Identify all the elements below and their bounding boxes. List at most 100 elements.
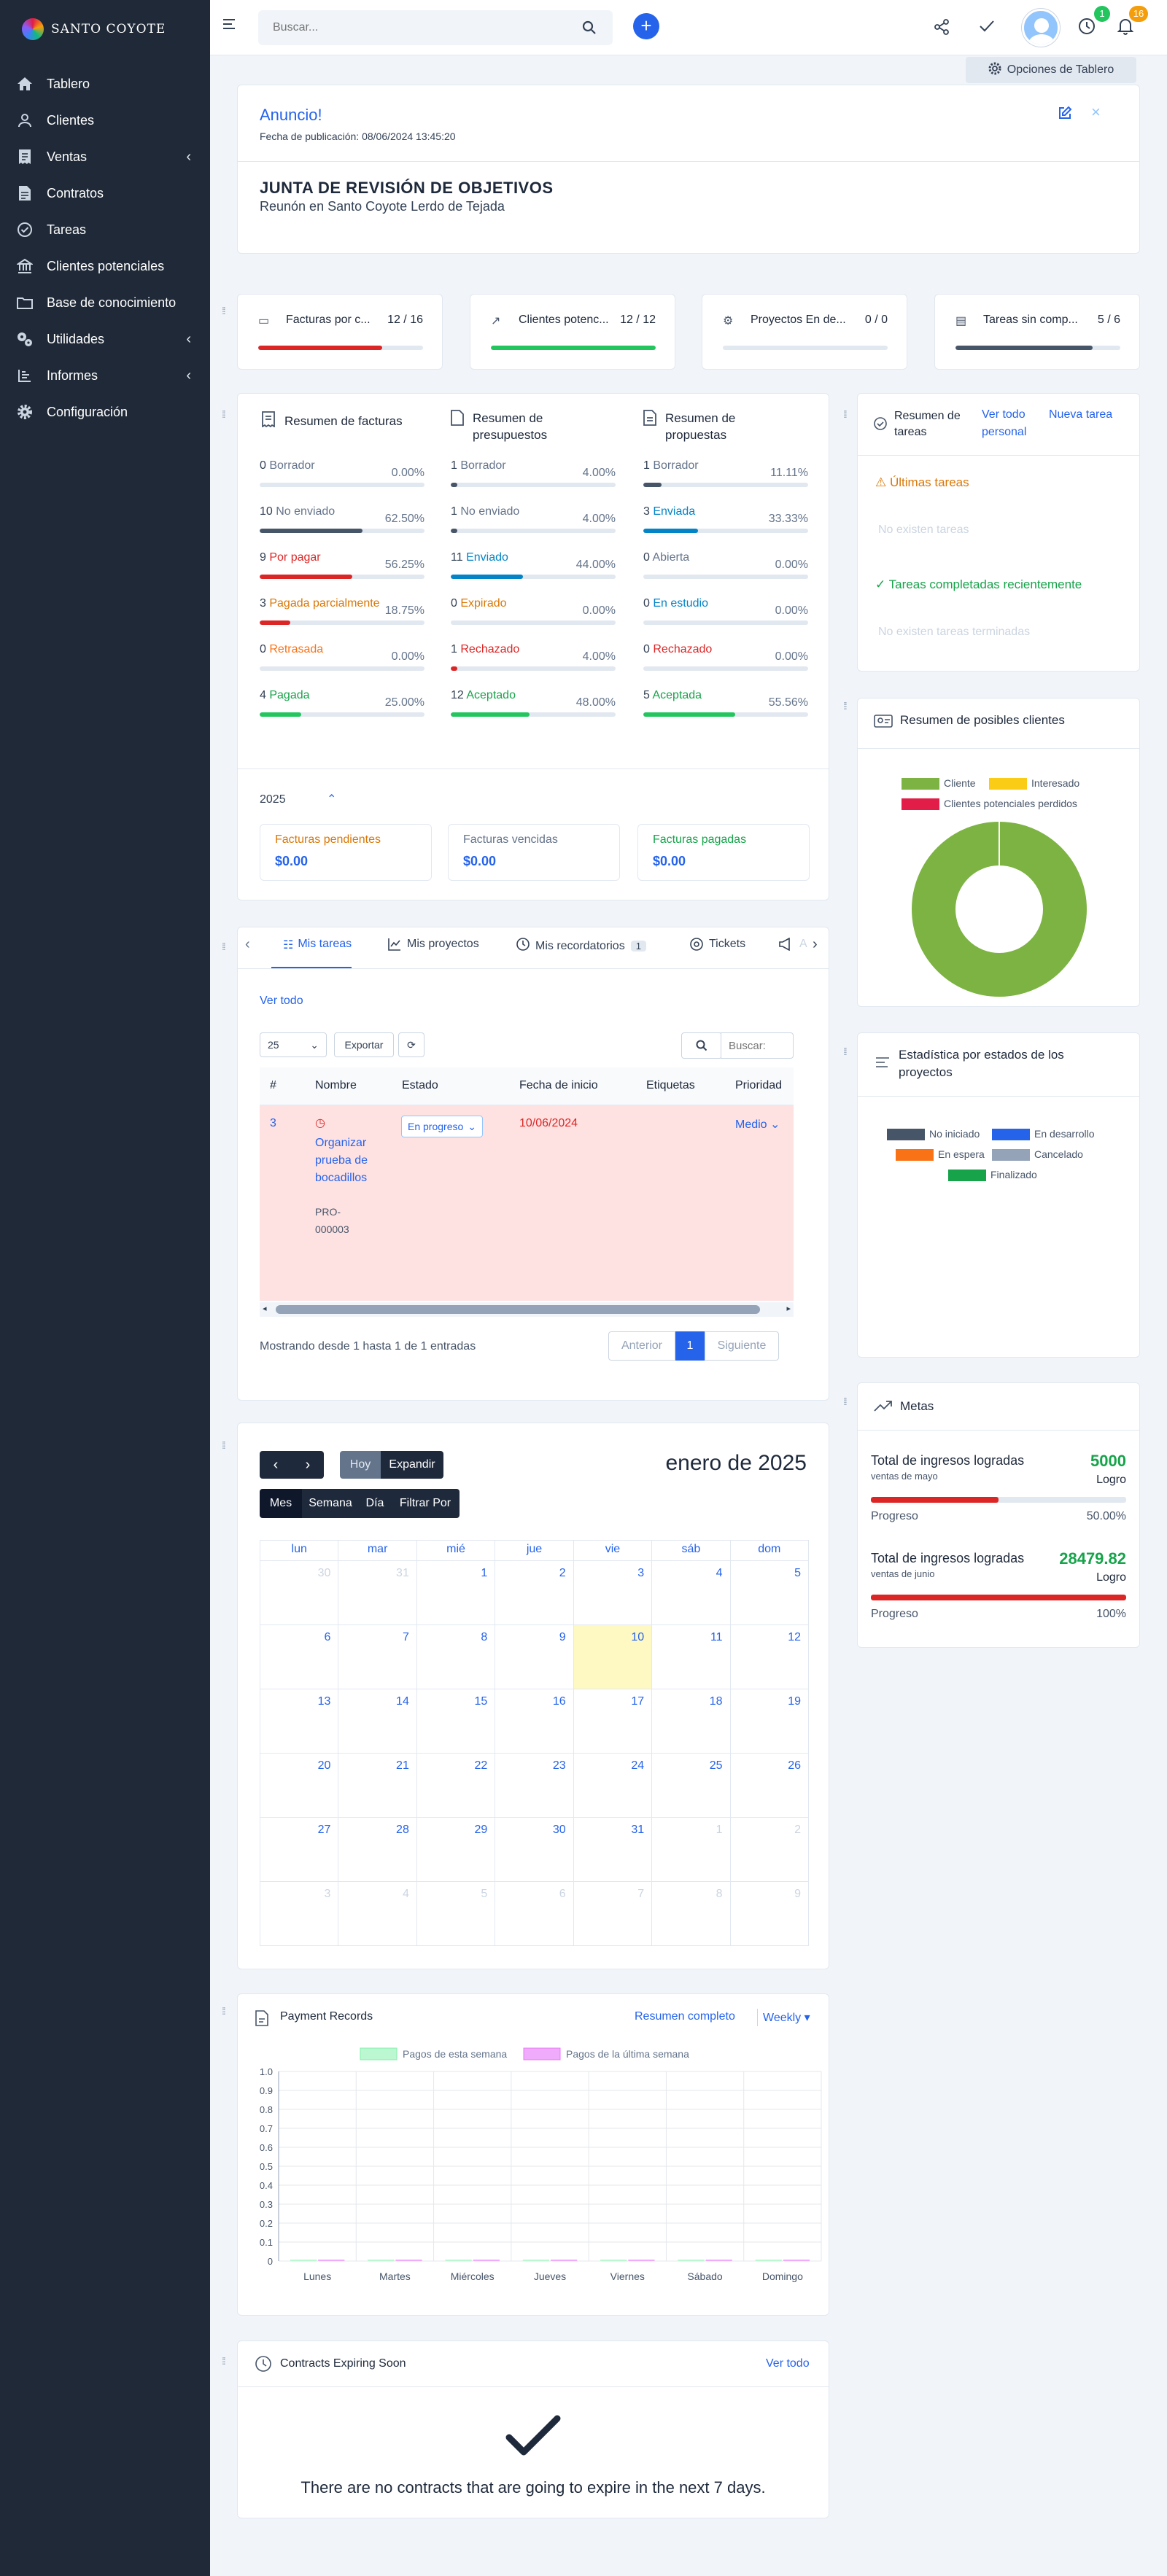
table-search-input[interactable]	[721, 1032, 794, 1059]
view-all-link[interactable]: Ver todo	[982, 408, 1026, 421]
legend-label[interactable]: Pagos de esta semana	[403, 2048, 507, 2060]
tab-my-reminders[interactable]: Mis recordatorios 1	[516, 938, 646, 954]
summary-row-estimates[interactable]: 12 Aceptado 48.00%	[451, 689, 616, 717]
close-icon[interactable]: ×	[1091, 103, 1101, 121]
summary-row-estimates[interactable]: 1 Rechazado 4.00%	[451, 643, 616, 671]
calendar-day[interactable]: 14	[338, 1689, 417, 1754]
task-status-dropdown[interactable]: En progreso ⌄	[401, 1116, 484, 1137]
summary-row-estimates[interactable]: 11 Enviado 44.00%	[451, 551, 616, 579]
calendar-view-month[interactable]: Mes	[260, 1489, 302, 1518]
drag-handle-icon[interactable]: ⁞⁞	[843, 1046, 848, 1057]
calendar-day[interactable]: 18	[651, 1689, 731, 1754]
calendar-prev-button[interactable]: ‹	[260, 1451, 292, 1479]
personal-link[interactable]: personal	[982, 426, 1027, 438]
tabs-scroll-left-icon[interactable]: ‹	[245, 936, 250, 952]
task-priority-dropdown[interactable]: Medio ⌄	[735, 1118, 780, 1131]
search-icon[interactable]	[681, 1032, 722, 1059]
calendar-day[interactable]: 11	[651, 1624, 731, 1689]
avatar[interactable]	[1022, 9, 1060, 47]
dashboard-options-button[interactable]: Opciones de Tablero	[966, 57, 1136, 83]
summary-row-proposals[interactable]: 1 Borrador 11.11%	[643, 459, 808, 487]
calendar-day[interactable]: 20	[260, 1753, 339, 1818]
sidebar-item-clientes[interactable]: Clientes	[0, 102, 210, 139]
summary-row-proposals[interactable]: 3 Enviada 33.33%	[643, 505, 808, 533]
tabs-scroll-right-icon[interactable]: ›	[813, 936, 818, 952]
pagination-prev[interactable]: Anterior	[608, 1331, 675, 1361]
leads-legend-item[interactable]: Interesado	[989, 777, 1079, 790]
calendar-day[interactable]: 13	[260, 1689, 339, 1754]
chevron-up-icon[interactable]: ⌃	[327, 793, 337, 806]
summary-row-proposals[interactable]: 0 Rechazado 0.00%	[643, 643, 808, 671]
refresh-button[interactable]: ⟳	[398, 1032, 424, 1057]
calendar-filter-button[interactable]: Filtrar Por	[391, 1489, 460, 1518]
calendar-expand-button[interactable]: Expandir	[381, 1451, 443, 1479]
summary-row-invoices[interactable]: 0 Borrador 0.00%	[260, 459, 424, 487]
calendar-day[interactable]: 9	[729, 1881, 809, 1946]
summary-row-invoices[interactable]: 0 Retrasada 0.00%	[260, 643, 424, 671]
calendar-day[interactable]: 6	[495, 1881, 574, 1946]
stat-card[interactable]: ⚙ Proyectos En de... 0 / 0	[702, 294, 907, 370]
calendar-day[interactable]: 30	[260, 1560, 339, 1625]
legend-swatch[interactable]	[523, 2047, 561, 2061]
project-legend-item[interactable]: En desarrollo	[992, 1128, 1095, 1141]
total-box[interactable]: Facturas pendientes $0.00	[260, 824, 432, 881]
scrollbar-thumb[interactable]	[276, 1305, 760, 1314]
total-box[interactable]: Facturas pagadas $0.00	[637, 824, 810, 881]
calendar-day[interactable]: 10	[573, 1624, 653, 1689]
scroll-left-icon[interactable]: ◂	[263, 1304, 267, 1313]
column-header[interactable]: Etiquetas	[646, 1079, 695, 1092]
bar-last-week[interactable]	[783, 2260, 810, 2261]
bar-this-week[interactable]	[290, 2260, 317, 2261]
drag-handle-icon[interactable]: ⁞⁞	[222, 2355, 226, 2367]
bar-last-week[interactable]	[628, 2260, 655, 2261]
leads-legend-item[interactable]: Cliente	[902, 777, 976, 790]
summary-row-invoices[interactable]: 10 No enviado 62.50%	[260, 505, 424, 533]
calendar-day[interactable]: 26	[729, 1753, 809, 1818]
search-input[interactable]	[258, 10, 572, 45]
stat-card[interactable]: ↗ Clientes potenc... 12 / 12	[470, 294, 675, 370]
summary-row-invoices[interactable]: 9 Por pagar 56.25%	[260, 551, 424, 579]
share-icon[interactable]	[934, 19, 950, 39]
sidebar-item-contratos[interactable]: Contratos	[0, 175, 210, 211]
calendar-day[interactable]: 8	[651, 1881, 731, 1946]
notifications-icon[interactable]	[1117, 17, 1134, 39]
calendar-day[interactable]: 1	[416, 1560, 496, 1625]
drag-handle-icon[interactable]: ⁞⁞	[222, 305, 226, 316]
bar-this-week[interactable]	[678, 2260, 705, 2261]
edit-icon[interactable]	[1058, 106, 1072, 124]
drag-handle-icon[interactable]: ⁞⁞	[222, 941, 226, 952]
scroll-right-icon[interactable]: ▸	[786, 1304, 791, 1313]
export-button[interactable]: Exportar	[334, 1032, 394, 1057]
summary-row-invoices[interactable]: 3 Pagada parcialmente 18.75%	[260, 597, 424, 625]
leads-legend-item[interactable]: Clientes potenciales perdidos	[902, 798, 1077, 811]
calendar-day[interactable]: 3	[573, 1560, 653, 1625]
pagination-page[interactable]: 1	[675, 1331, 705, 1361]
search-icon[interactable]	[582, 20, 597, 39]
page-size-select[interactable]: 25 ⌄	[260, 1032, 327, 1057]
column-header[interactable]: Prioridad	[735, 1079, 783, 1092]
calendar-next-button[interactable]: ›	[292, 1451, 324, 1479]
drag-handle-icon[interactable]: ⁞⁞	[843, 408, 848, 420]
legend-label[interactable]: Pagos de la última semana	[566, 2048, 689, 2060]
summary-row-proposals[interactable]: 0 En estudio 0.00%	[643, 597, 808, 625]
drag-handle-icon[interactable]: ⁞⁞	[222, 2005, 226, 2017]
calendar-day[interactable]: 15	[416, 1689, 496, 1754]
sidebar-item-configuracion[interactable]: Configuración	[0, 394, 210, 430]
sidebar-item-ventas[interactable]: Ventas ‹	[0, 139, 210, 175]
project-legend-item[interactable]: En espera	[896, 1148, 985, 1161]
calendar-day[interactable]: 21	[338, 1753, 417, 1818]
bar-last-week[interactable]	[551, 2260, 578, 2261]
column-header[interactable]: Fecha de inicio	[519, 1079, 598, 1092]
summary-row-proposals[interactable]: 5 Aceptada 55.56%	[643, 689, 808, 717]
sidebar-item-utilidades[interactable]: Utilidades ‹	[0, 321, 210, 357]
calendar-day[interactable]: 16	[495, 1689, 574, 1754]
project-legend-item[interactable]: Finalizado	[948, 1169, 1037, 1182]
bar-last-week[interactable]	[473, 2260, 500, 2261]
calendar-day[interactable]: 5	[416, 1881, 496, 1946]
calendar-day[interactable]: 4	[651, 1560, 731, 1625]
drag-handle-icon[interactable]: ⁞⁞	[843, 700, 848, 712]
bar-this-week[interactable]	[522, 2260, 549, 2261]
summary-row-invoices[interactable]: 4 Pagada 25.00%	[260, 689, 424, 717]
calendar-day[interactable]: 31	[338, 1560, 417, 1625]
new-task-link[interactable]: Nueva tarea	[1049, 408, 1113, 421]
